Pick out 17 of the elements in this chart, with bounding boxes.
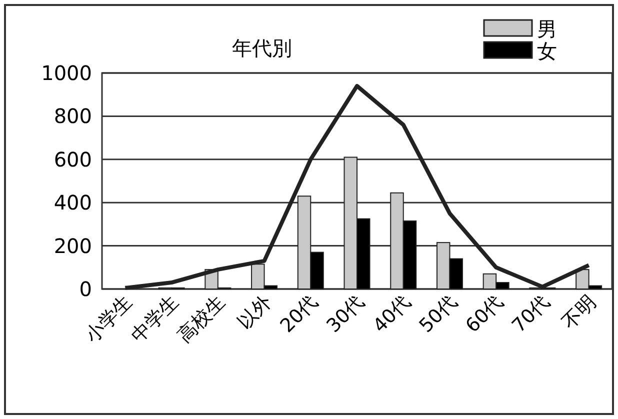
chart-title: 年代別 [232,36,292,60]
x-tick-label: 70代 [508,290,554,338]
x-tick-label: 不明 [558,290,600,334]
x-tick-label: 40代 [368,290,415,338]
y-tick-label: 800 [54,104,92,128]
x-tick-label: 50代 [415,290,462,338]
y-tick-label: 200 [54,234,92,258]
x-tick-label: 60代 [462,290,508,338]
legend-label: 女 [537,39,557,63]
y-tick-label: 600 [54,147,92,172]
y-tick-label: 400 [54,190,92,215]
x-tick-label: 以外 [233,290,276,334]
x-tick-label: 20代 [276,290,322,338]
x-tick-label: 30代 [322,290,369,338]
y-tick-label: 0 [79,277,92,301]
legend-label: 男 [537,17,557,41]
y-tick-label: 1000 [41,61,92,85]
